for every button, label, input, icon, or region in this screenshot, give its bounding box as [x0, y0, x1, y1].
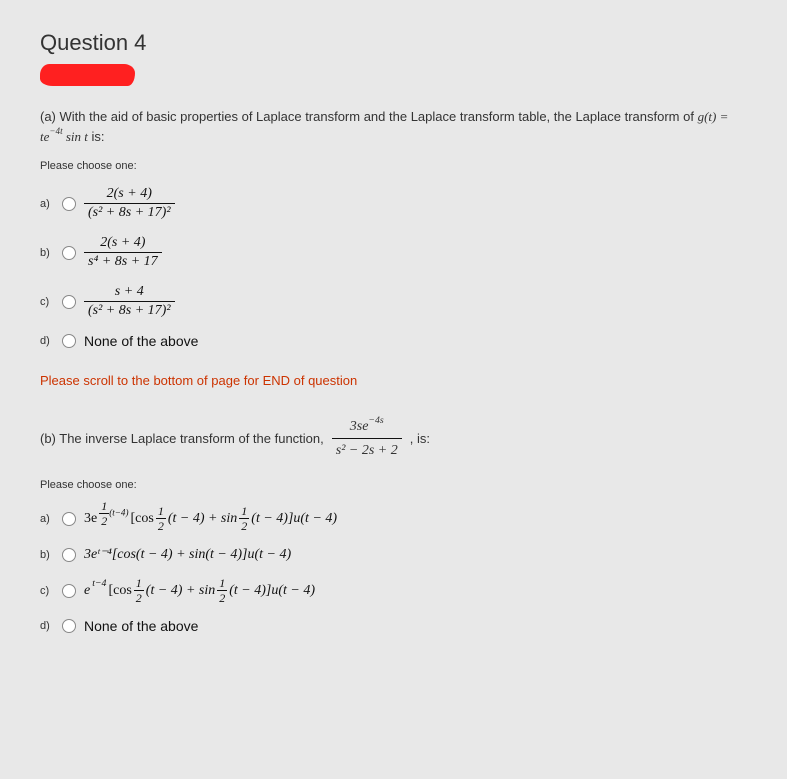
- radio-icon[interactable]: [62, 584, 76, 598]
- option-body: None of the above: [84, 618, 198, 634]
- option-b-c[interactable]: c) et−4[cos 12(t − 4) + sin 12(t − 4)]u(…: [40, 577, 747, 604]
- radio-icon[interactable]: [62, 197, 76, 211]
- radio-icon[interactable]: [62, 295, 76, 309]
- radio-icon[interactable]: [62, 246, 76, 260]
- prompt-suffix: is:: [92, 129, 105, 144]
- radio-icon[interactable]: [62, 512, 76, 526]
- gfunc-rhs: sin t: [63, 129, 88, 144]
- frac-num: 2(s + 4): [84, 186, 175, 204]
- redaction-mark: [40, 64, 135, 86]
- option-body: 2(s + 4) (s² + 8s + 17)²: [84, 186, 175, 221]
- option-label: a): [40, 198, 54, 210]
- prompt-text: (b) The inverse Laplace transform of the…: [40, 429, 324, 449]
- frac-den: (s² + 8s + 17)²: [84, 204, 175, 221]
- choose-label-b: Please choose one:: [40, 479, 747, 491]
- option-label: b): [40, 549, 54, 561]
- option-body: s + 4 (s² + 8s + 17)²: [84, 284, 175, 319]
- option-label: a): [40, 513, 54, 525]
- frac-den: s² − 2s + 2: [332, 439, 402, 461]
- option-a-a[interactable]: a) 2(s + 4) (s² + 8s + 17)²: [40, 186, 747, 221]
- prompt-suffix: , is:: [410, 429, 430, 449]
- scroll-note: Please scroll to the bottom of page for …: [40, 373, 747, 388]
- frac-den: s⁴ + 8s + 17: [84, 253, 162, 270]
- option-body: et−4[cos 12(t − 4) + sin 12(t − 4)]u(t −…: [84, 577, 315, 604]
- option-body: None of the above: [84, 333, 198, 349]
- option-body: 3eᵗ⁻⁴[cos(t − 4) + sin(t − 4)]u(t − 4): [84, 546, 291, 563]
- option-label: d): [40, 620, 54, 632]
- option-label: b): [40, 247, 54, 259]
- frac-num: s + 4: [84, 284, 175, 302]
- frac-den: (s² + 8s + 17)²: [84, 302, 175, 319]
- part-a-prompt: (a) With the aid of basic properties of …: [40, 107, 747, 146]
- option-b-a[interactable]: a) 3e12(t−4)[cos 12(t − 4) + sin 12(t − …: [40, 505, 747, 532]
- radio-icon[interactable]: [62, 334, 76, 348]
- option-body: 3e12(t−4)[cos 12(t − 4) + sin 12(t − 4)]…: [84, 505, 337, 532]
- option-label: c): [40, 296, 54, 308]
- radio-icon[interactable]: [62, 548, 76, 562]
- option-b-b[interactable]: b) 3eᵗ⁻⁴[cos(t − 4) + sin(t − 4)]u(t − 4…: [40, 546, 747, 563]
- frac-num: 3se−4s: [332, 416, 402, 439]
- option-label: c): [40, 585, 54, 597]
- option-b-d[interactable]: d) None of the above: [40, 618, 747, 634]
- radio-icon[interactable]: [62, 619, 76, 633]
- option-a-d[interactable]: d) None of the above: [40, 333, 747, 349]
- gfunc-exp: −4t: [49, 126, 62, 136]
- prompt-text: (a) With the aid of basic properties of …: [40, 109, 698, 124]
- part-b-prompt: (b) The inverse Laplace transform of the…: [40, 416, 430, 461]
- frac-num: 2(s + 4): [84, 235, 162, 253]
- question-title: Question 4: [40, 30, 747, 56]
- option-label: d): [40, 335, 54, 347]
- option-a-c[interactable]: c) s + 4 (s² + 8s + 17)²: [40, 284, 747, 319]
- option-body: 2(s + 4) s⁴ + 8s + 17: [84, 235, 162, 270]
- choose-label-a: Please choose one:: [40, 160, 747, 172]
- option-a-b[interactable]: b) 2(s + 4) s⁴ + 8s + 17: [40, 235, 747, 270]
